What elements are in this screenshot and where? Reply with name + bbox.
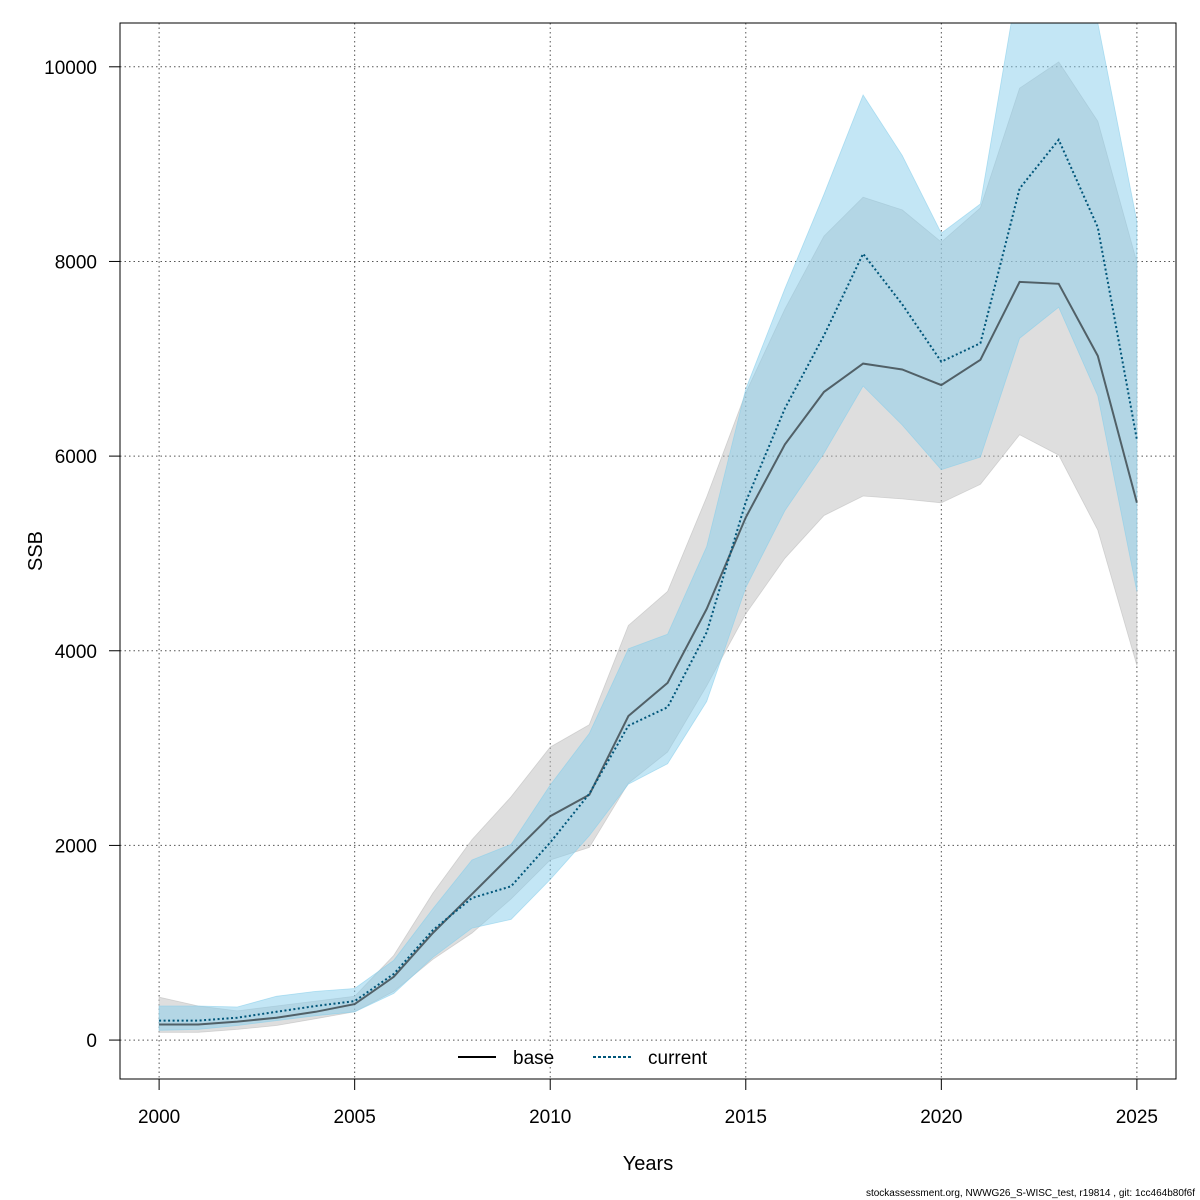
x-tick-label: 2015 [725, 1107, 767, 1128]
y-tick-label: 6000 [55, 447, 97, 468]
x-axis: 2000 2005 2010 2015 2020 2025 [138, 1078, 1158, 1128]
y-axis: 0 2000 4000 6000 8000 10000 [44, 58, 121, 1052]
x-tick-label: 2025 [1116, 1107, 1158, 1128]
footer-credit: stockassessment.org, NWWG26_S-WISC_test,… [866, 1188, 1195, 1199]
x-tick-label: 2010 [529, 1107, 571, 1128]
line-base [159, 280, 1138, 1026]
x-tick-label: 2020 [920, 1107, 962, 1128]
legend: base current [458, 1048, 708, 1069]
x-tick-label: 2005 [334, 1107, 376, 1128]
x-axis-title: Years [623, 1153, 673, 1175]
legend-label-current: current [648, 1048, 708, 1069]
confidence-bands [158, 23, 1138, 1033]
y-tick-label: 8000 [55, 252, 97, 273]
band-current [158, 23, 1138, 1031]
series-lines [159, 137, 1138, 1026]
y-tick-label: 2000 [55, 836, 97, 857]
y-tick-label: 0 [86, 1031, 97, 1052]
x-tick-label: 2000 [138, 1107, 180, 1128]
y-tick-label: 4000 [55, 642, 97, 663]
y-tick-label: 10000 [44, 58, 97, 79]
legend-label-base: base [513, 1048, 554, 1069]
y-axis-title: SSB [25, 531, 47, 571]
line-current [159, 137, 1138, 1022]
